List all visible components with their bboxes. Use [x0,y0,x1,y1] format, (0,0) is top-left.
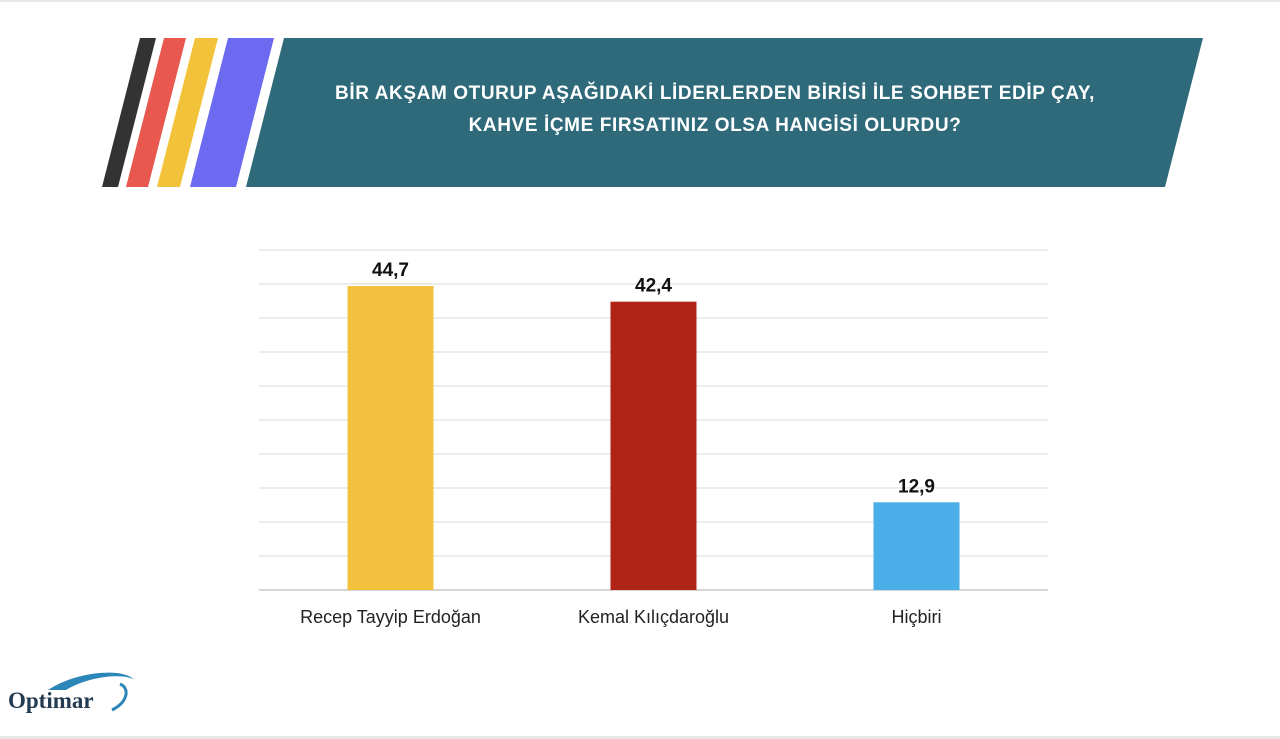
category-label-2: Kemal Kılıçdaroğlu [578,607,729,627]
top-divider [0,0,1280,2]
chart-title: BİR AKŞAM OTURUP AŞAĞIDAKİ LİDERLERDEN B… [265,70,1165,150]
category-label-1: Recep Tayyip Erdoğan [300,607,481,627]
bar-3 [873,502,960,590]
category-labels-group: Recep Tayyip Erdoğan Kemal Kılıçdaroğlu Hi… [300,607,941,627]
value-label-1: 44,7 [372,260,409,281]
stripe-yellow [157,38,218,187]
bar-1 [347,286,434,590]
bar-2 [610,301,697,590]
logo-text: Optimar [8,688,94,713]
bottom-divider [0,736,1280,739]
value-label-2: 42,4 [635,276,672,297]
logo-swoosh-icon [48,672,134,712]
stripe-purple [190,38,274,187]
optimar-logo: Optimar [8,668,138,724]
stripe-red [126,38,186,187]
value-labels-group: 44,7 42,4 12,9 [372,260,935,497]
banner-background [246,38,1203,187]
bars-group [347,286,960,590]
value-label-3: 12,9 [898,476,935,497]
category-label-3: Hiçbiri [891,607,941,627]
title-banner [102,38,1203,187]
title-line-1: BİR AKŞAM OTURUP AŞAĞIDAKİ LİDERLERDEN B… [335,83,1095,104]
title-line-2: KAHVE İÇME FIRSATINIZ OLSA HANGİSİ OLURD… [468,115,962,136]
stripe-dark [102,38,156,187]
